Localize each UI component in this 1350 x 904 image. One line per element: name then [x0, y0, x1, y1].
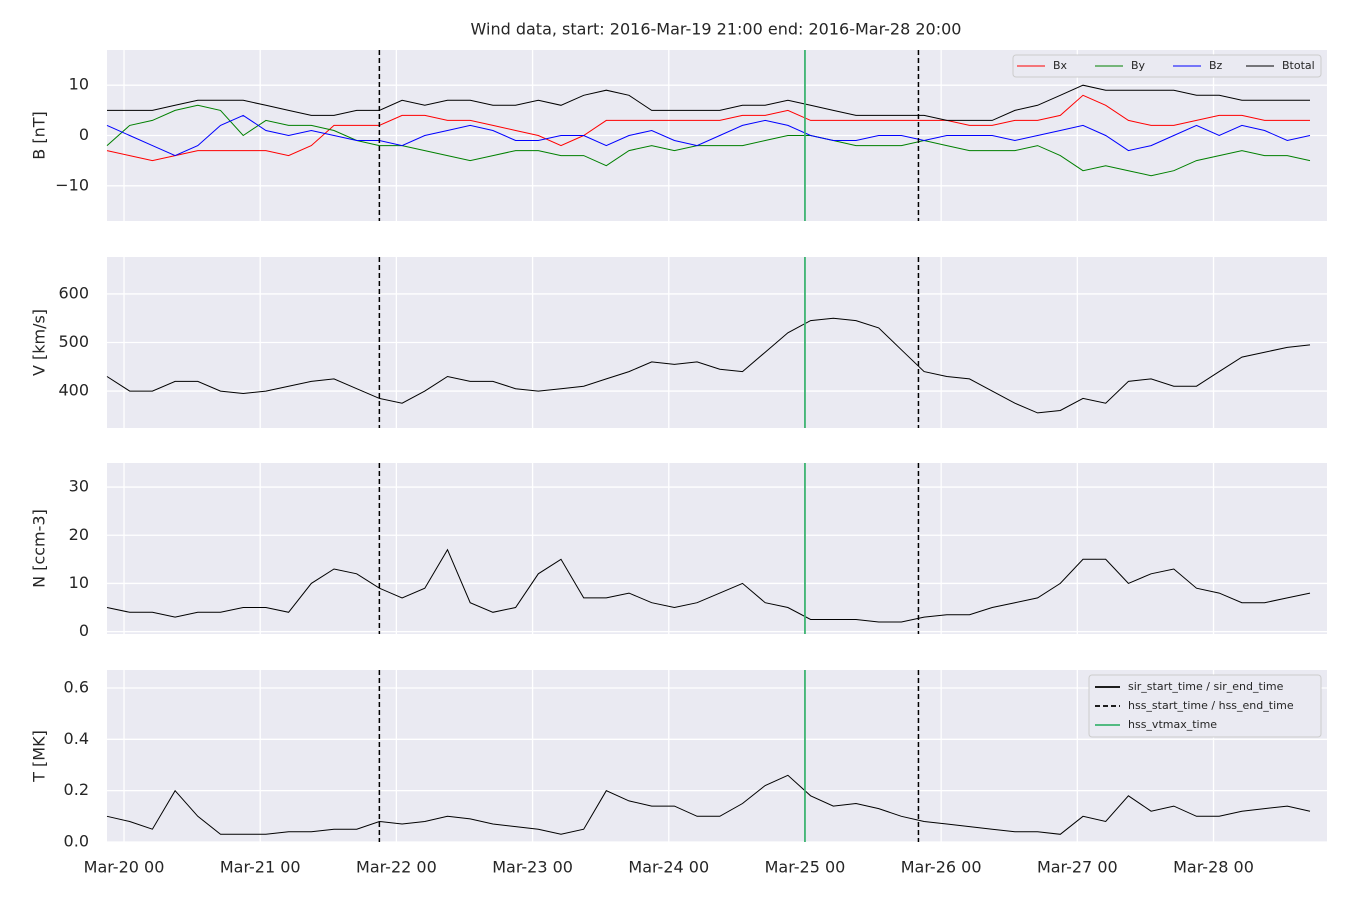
x-tick-label: Mar-20 00: [84, 858, 165, 877]
y-tick-label: 10: [69, 573, 89, 592]
x-tick-label: Mar-21 00: [220, 858, 301, 877]
plot-background: [107, 463, 1327, 634]
legend-label: hss_start_time / hss_end_time: [1128, 699, 1294, 712]
y-tick-label: −10: [55, 175, 89, 194]
y-axis-label: B [nT]: [30, 111, 49, 159]
legend-label: Btotal: [1282, 59, 1315, 72]
y-tick-label: 0: [79, 125, 89, 144]
y-axis-label: T [MK]: [30, 730, 49, 783]
y-tick-label: 0.4: [64, 729, 89, 748]
data-line: [106, 94, 1310, 162]
y-tick-label: 10: [69, 75, 89, 94]
y-tick-label: 30: [69, 477, 89, 496]
legend-box: [1088, 674, 1322, 738]
legend-label: Bx: [1053, 59, 1068, 72]
y-tick-label: 500: [58, 332, 89, 351]
legend-label: hss_vtmax_time: [1128, 718, 1217, 731]
data-line: [106, 774, 1311, 835]
legend-box: [1012, 54, 1322, 78]
legend-label: By: [1131, 59, 1146, 72]
y-tick-label: 400: [58, 381, 89, 400]
y-tick-label: 0.6: [64, 677, 89, 696]
x-tick-label: Mar-26 00: [901, 858, 982, 877]
legend: Bx By Bz Btotal: [1012, 54, 1322, 78]
data-line: [106, 317, 1311, 414]
legend: sir_start_time / sir_end_time hss_start_t…: [1088, 674, 1322, 738]
data-line: [107, 84, 1310, 121]
y-tick-label: 20: [69, 525, 89, 544]
data-line: [106, 114, 1311, 157]
y-tick-label: 600: [58, 283, 89, 302]
data-line: [106, 104, 1311, 177]
legend-label: Bz: [1209, 59, 1223, 72]
x-tick-label: Mar-23 00: [492, 858, 573, 877]
x-tick-label: Mar-22 00: [356, 858, 437, 877]
x-tick-label: Mar-27 00: [1037, 858, 1118, 877]
y-axis-label: V [km/s]: [30, 309, 49, 376]
x-tick-label: Mar-24 00: [628, 858, 709, 877]
x-tick-label: Mar-28 00: [1173, 858, 1254, 877]
legend-label: sir_start_time / sir_end_time: [1128, 680, 1284, 693]
x-tick-label: Mar-25 00: [765, 858, 846, 877]
y-tick-label: 0.0: [64, 832, 89, 851]
y-tick-label: 0: [79, 621, 89, 640]
y-axis-label: N [ccm-3]: [30, 509, 49, 588]
y-tick-label: 0.2: [64, 780, 89, 799]
chart-title: Wind data, start: 2016-Mar-19 21:00 end:…: [471, 20, 962, 39]
data-line: [106, 548, 1311, 623]
